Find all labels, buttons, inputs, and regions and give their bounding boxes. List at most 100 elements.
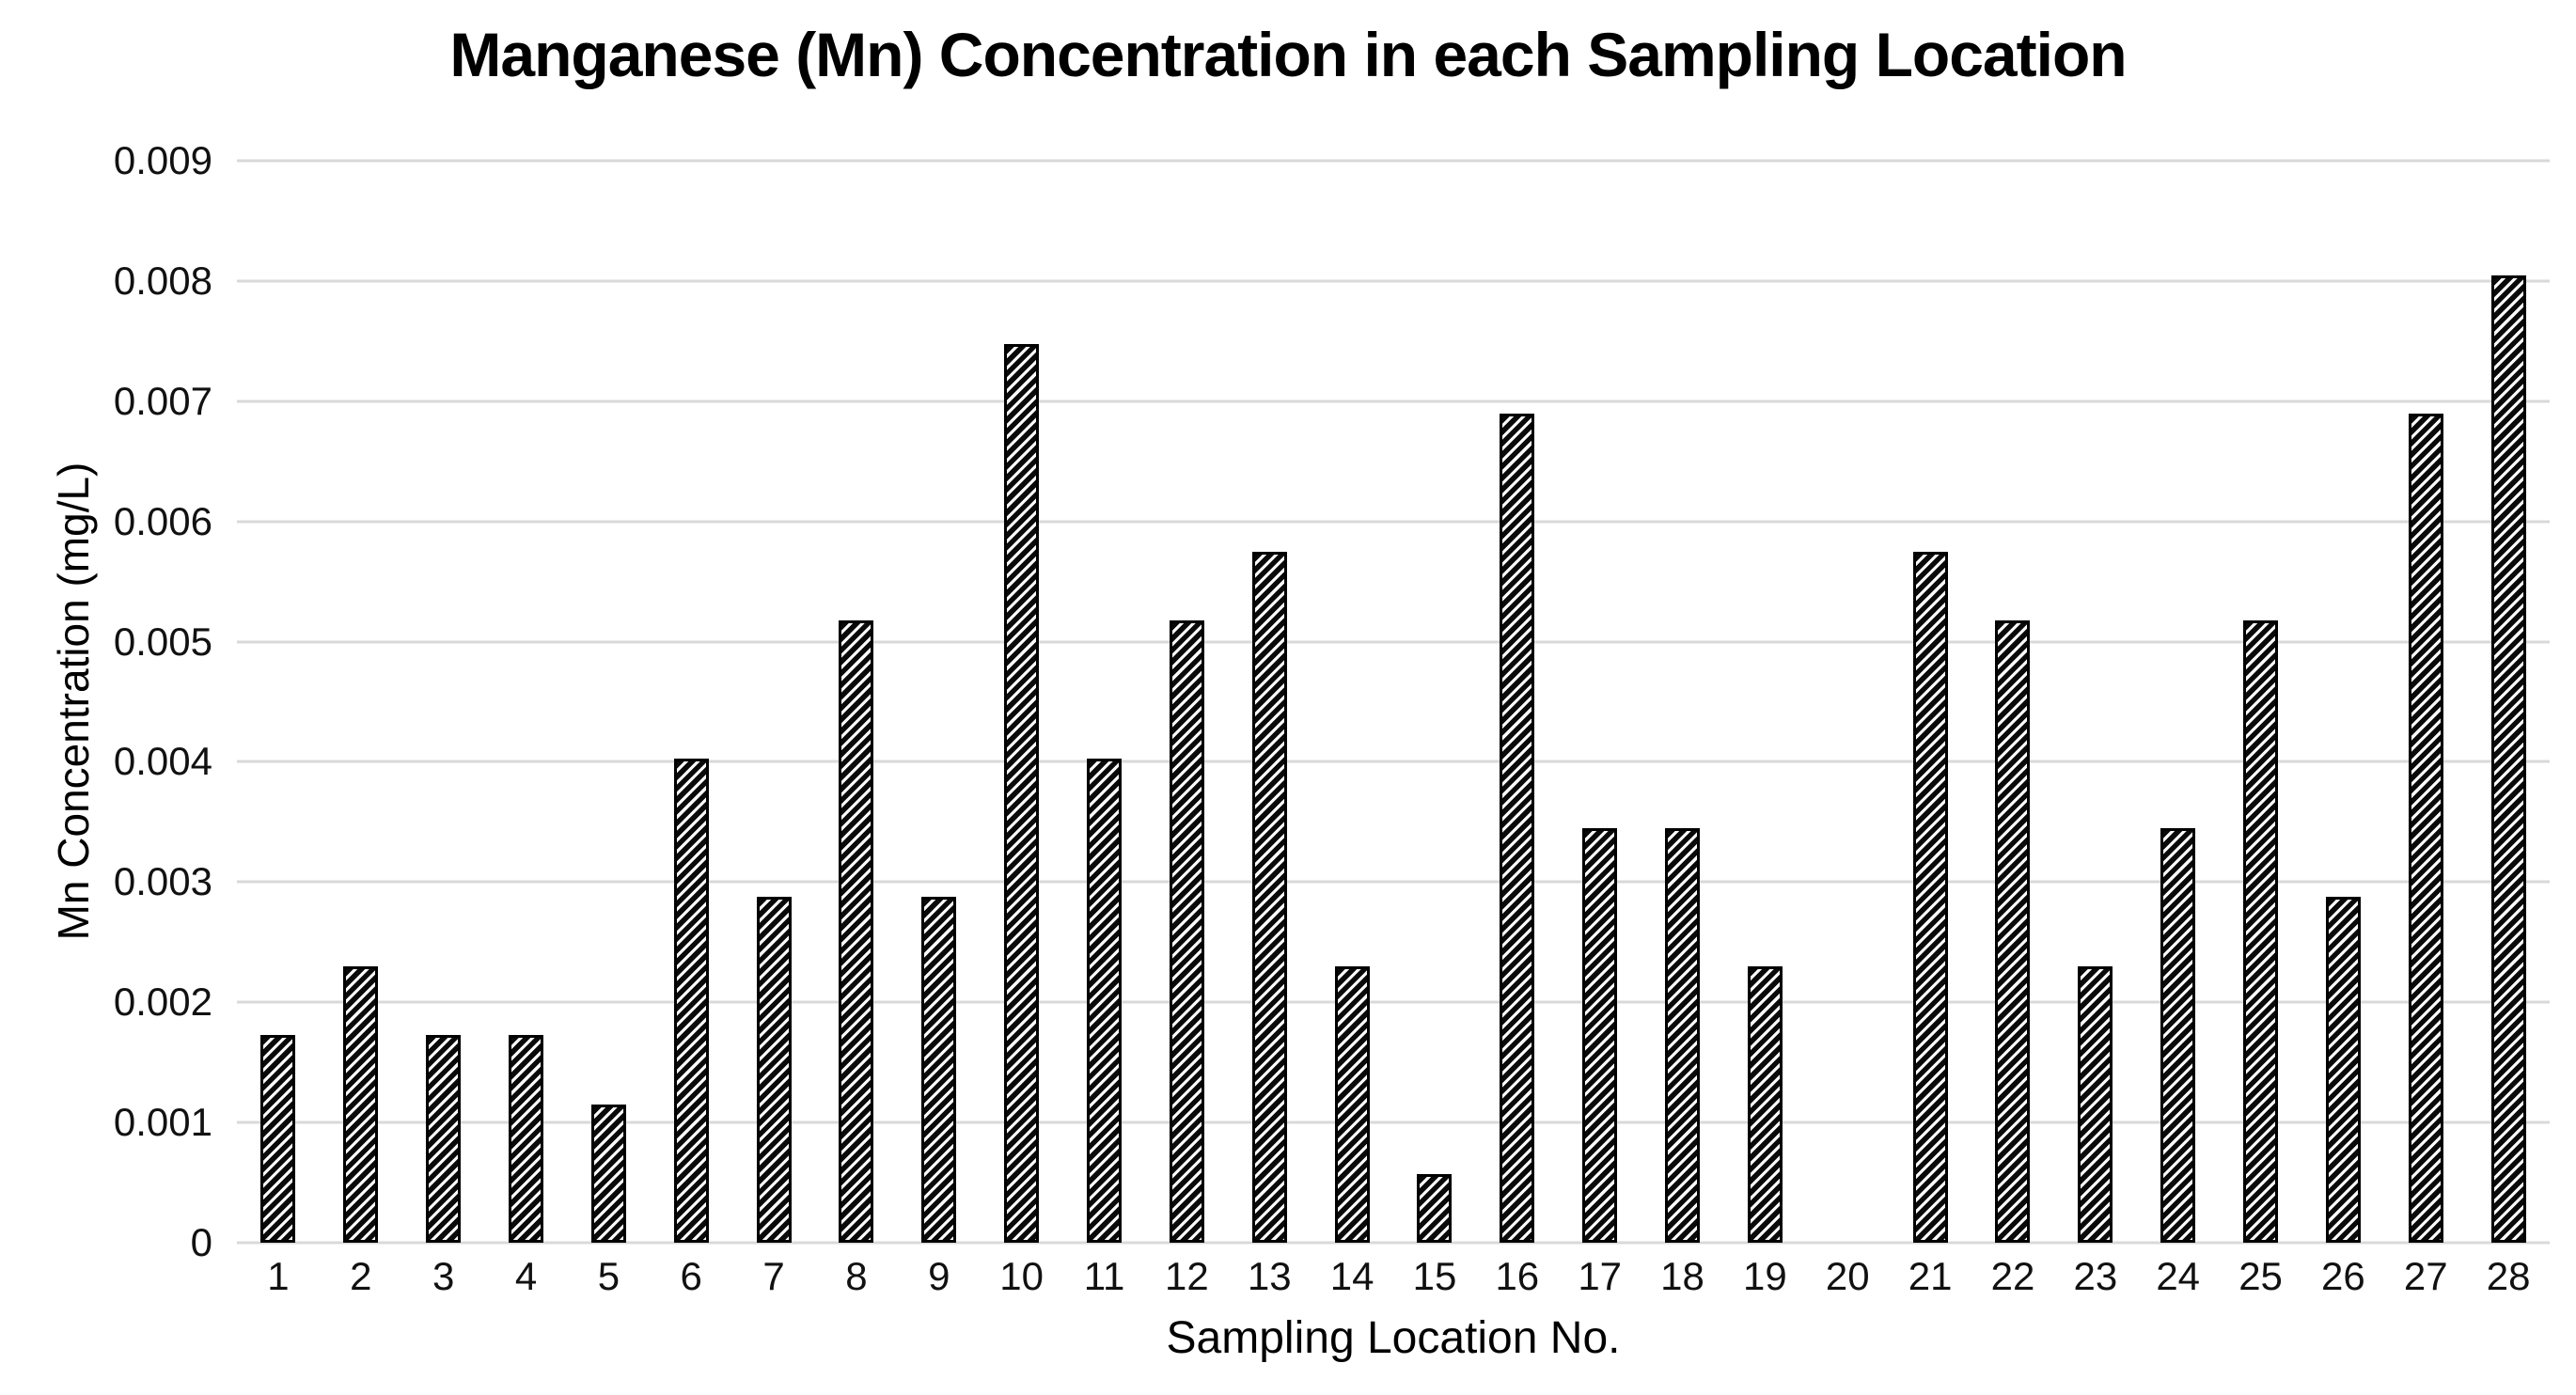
plot-area: 0 0.001 0.002 0.003 0.004 0.005 0.006 0.007 0.00… [114, 138, 2550, 1264]
y-tick-label: 0.007 [113, 378, 212, 423]
y-tick-label: 0 [190, 1220, 212, 1264]
y-tick-label: 0.006 [113, 498, 212, 543]
bar-slot [732, 161, 815, 1243]
bar [509, 1035, 543, 1243]
bar [1417, 1173, 1453, 1243]
chart-title: Manganese (Mn) Concentration in each Sam… [449, 20, 2127, 89]
x-tick-label: 11 [1083, 1254, 1125, 1298]
x-tick-label: 19 [1743, 1254, 1787, 1298]
bar [839, 620, 874, 1243]
x-tick-label: 24 [2156, 1254, 2201, 1298]
bar-slot [567, 161, 650, 1243]
bar-slot [2054, 161, 2137, 1243]
bar [2408, 413, 2443, 1243]
y-tick-label: 0.002 [113, 980, 212, 1025]
gridline [237, 159, 2550, 163]
bar-slot [1723, 161, 1806, 1243]
bar-slot [1063, 161, 1146, 1243]
y-tick-label: 0.005 [113, 619, 212, 664]
bar-slot [402, 161, 485, 1243]
bar [1500, 413, 1535, 1243]
y-axis-title: Mn Concentration (mg/L) [49, 462, 98, 941]
bar-slot [2220, 161, 2302, 1243]
bar [2243, 620, 2279, 1243]
bar-slot [1476, 161, 1559, 1243]
bar [756, 897, 792, 1243]
bar-slot [1641, 161, 1724, 1243]
bar-slot [1806, 161, 1889, 1243]
bar [1334, 965, 1370, 1243]
bar [921, 897, 957, 1243]
bar [2490, 274, 2526, 1243]
bar-slot [1228, 161, 1311, 1243]
gridline [237, 880, 2550, 884]
y-tick-label: 0.001 [113, 1100, 212, 1145]
x-tick-label: 4 [514, 1254, 538, 1298]
bar-slot [981, 161, 1063, 1243]
x-tick-label: 27 [2403, 1254, 2448, 1298]
bar-slot [650, 161, 732, 1243]
x-tick-label: 28 [2486, 1254, 2531, 1298]
bar [1995, 620, 2031, 1243]
bar-series [237, 161, 2550, 1243]
bar-slot [2384, 161, 2467, 1243]
bar-slot [237, 161, 320, 1243]
bar-slot [1311, 161, 1393, 1243]
bar [260, 1035, 296, 1243]
x-tick-label: 17 [1578, 1254, 1623, 1298]
x-tick-label: 1 [267, 1254, 290, 1298]
x-tick-label: 18 [1660, 1254, 1704, 1298]
x-tick-label: 23 [2073, 1254, 2118, 1298]
bar [590, 1104, 626, 1243]
x-axis-title: Sampling Location No. [1166, 1313, 1621, 1363]
x-tick-label: 14 [1329, 1254, 1374, 1298]
bar [1169, 620, 1204, 1243]
bar [426, 1035, 462, 1243]
y-tick-label: 0.009 [113, 138, 212, 182]
bar [1747, 965, 1783, 1243]
x-tick-label: 6 [680, 1254, 702, 1298]
bar-slot [1145, 161, 1228, 1243]
x-tick-label: 26 [2321, 1254, 2365, 1298]
bar [1004, 344, 1040, 1243]
y-tick-label: 0.004 [113, 739, 212, 784]
bar [673, 759, 709, 1243]
bar-slot [320, 161, 402, 1243]
gridline [237, 1000, 2550, 1004]
bar-slot [485, 161, 568, 1243]
y-tick-label: 0.008 [113, 258, 212, 303]
x-tick-label: 2 [350, 1254, 372, 1298]
bar [1582, 827, 1618, 1243]
bar [2325, 897, 2361, 1243]
bar-slot [2301, 161, 2384, 1243]
x-tick-label: 12 [1165, 1254, 1209, 1298]
x-tick-label: 22 [1990, 1254, 2035, 1298]
gridline [237, 400, 2550, 403]
gridline [237, 520, 2550, 524]
gridline [237, 640, 2550, 644]
bar [2160, 827, 2196, 1243]
bar-slot [2467, 161, 2550, 1243]
bar [1665, 827, 1701, 1243]
x-tick-label: 25 [2238, 1254, 2283, 1298]
x-tick-label: 13 [1247, 1254, 1292, 1298]
gridline [237, 279, 2550, 283]
bar-slot [898, 161, 981, 1243]
x-tick-label: 16 [1495, 1254, 1540, 1298]
gridline [237, 760, 2550, 763]
x-tick-label: 9 [928, 1254, 950, 1298]
gridline [237, 1121, 2550, 1124]
x-axis-tick-labels: 1 2 3 4 5 6 7 8 9 10 11 12 13 14 15 16 17 18 19 20 21 22 23 24 2… [237, 1254, 2550, 1299]
x-tick-label: 5 [597, 1254, 620, 1298]
x-tick-label: 7 [762, 1254, 785, 1298]
bar-slot [815, 161, 898, 1243]
x-tick-label: 8 [845, 1254, 868, 1298]
bar [1087, 759, 1123, 1243]
x-tick-label: 15 [1412, 1254, 1457, 1298]
bar-slot [1889, 161, 1971, 1243]
bar [2078, 965, 2113, 1243]
x-tick-label: 10 [999, 1254, 1045, 1298]
bar-slot [2137, 161, 2220, 1243]
bar [1912, 551, 1948, 1243]
